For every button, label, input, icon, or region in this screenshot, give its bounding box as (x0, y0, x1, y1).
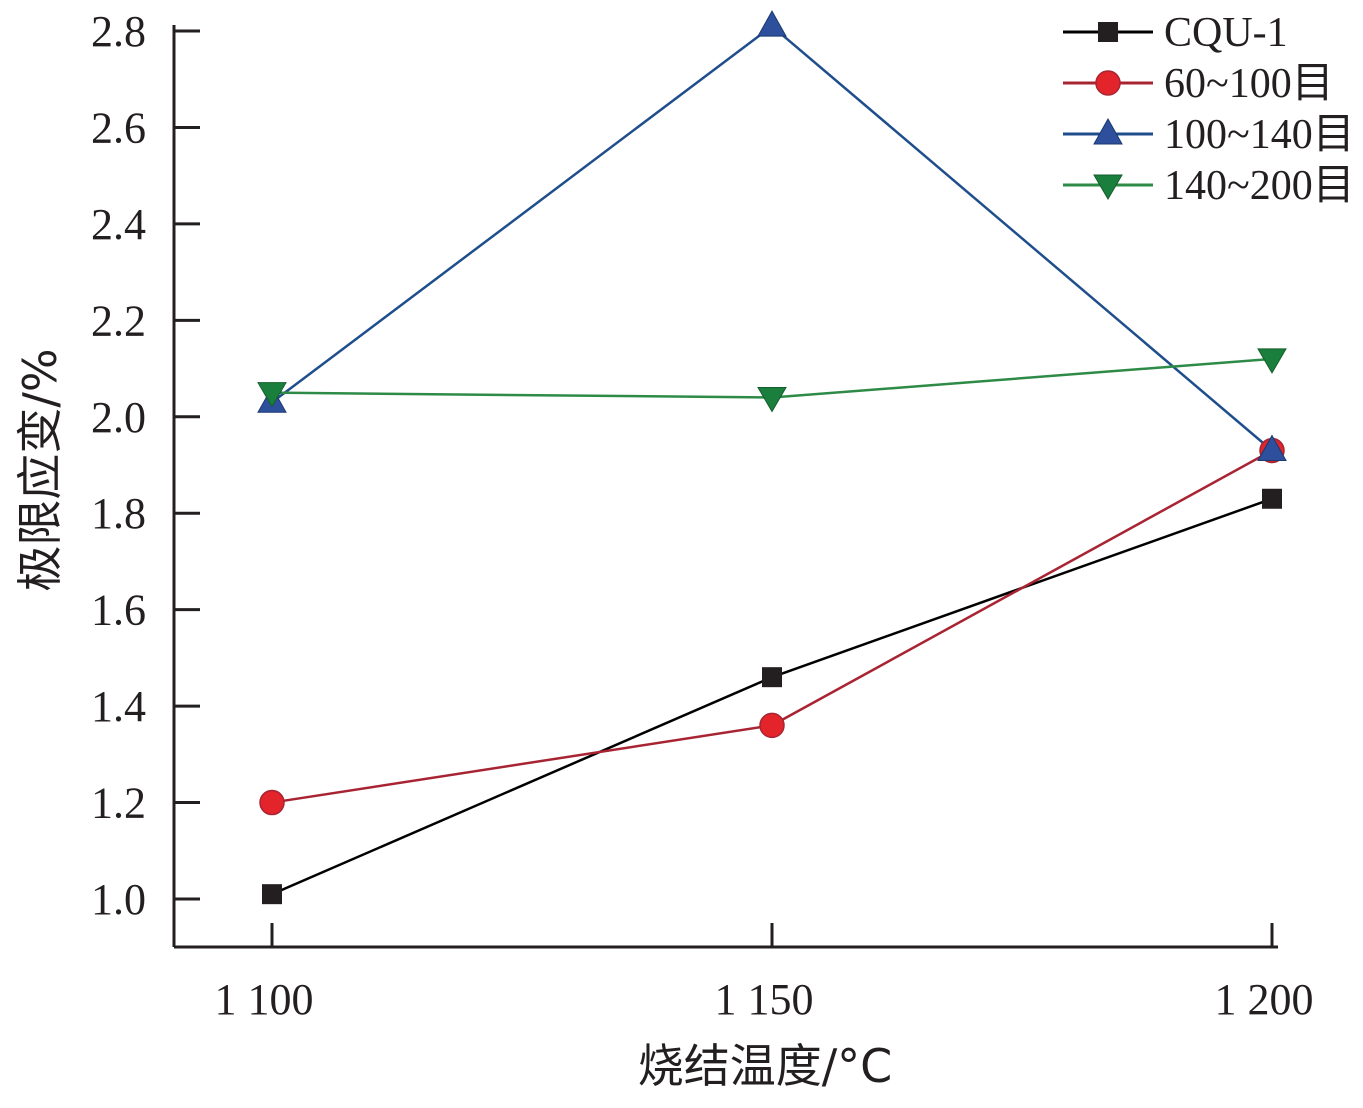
x-axis-title: 烧结温度/°C (638, 1039, 893, 1093)
y-ticks: 1.0 1.2 1.4 1.6 1.8 2.0 2.2 2.4 2.6 2.8 (91, 7, 200, 924)
y-axis-title: 极限应变/% (13, 348, 67, 591)
data-point-series-2 (259, 789, 285, 816)
y-tick-label: 1.2 (91, 779, 146, 828)
data-point-series-3 (1257, 434, 1287, 462)
x-ticks: 1 100 1 150 1 200 (215, 923, 1314, 1024)
y-tick-label: 1.6 (91, 586, 146, 635)
y-tick-label: 2.0 (91, 393, 146, 442)
data-point-series-4 (1257, 348, 1287, 374)
data-point-series-1 (762, 667, 782, 688)
y-tick-label: 2.6 (91, 103, 146, 152)
y-tick-label: 2.4 (91, 200, 146, 249)
series-markers (257, 10, 1287, 905)
series-line-2 (271, 449, 1273, 804)
axes (172, 25, 1278, 949)
data-point-series-1 (1262, 488, 1282, 509)
x-tick-label: 1 150 (715, 975, 814, 1024)
data-point-series-4 (757, 386, 787, 413)
legend-marker (1098, 22, 1118, 42)
legend-label: 140~200目 (1164, 163, 1355, 209)
y-tick-label: 2.8 (91, 7, 146, 56)
legend-marker (1095, 70, 1121, 96)
series-lines (271, 24, 1273, 896)
legend: CQU-1 60~100目 100~140目 140~200目 (1063, 10, 1355, 209)
x-tick-label: 1 100 (215, 975, 314, 1024)
legend-marker (1093, 117, 1123, 145)
legend-marker (1093, 174, 1123, 200)
data-point-series-4 (257, 382, 287, 408)
legend-label: 100~140目 (1164, 112, 1355, 158)
y-tick-label: 1.8 (91, 489, 146, 538)
legend-label: 60~100目 (1164, 61, 1334, 107)
data-point-series-2 (759, 712, 785, 739)
x-tick-label: 1 200 (1215, 975, 1314, 1024)
y-tick-label: 2.2 (91, 296, 146, 345)
legend-label: CQU-1 (1164, 10, 1288, 56)
data-point-series-1 (262, 884, 282, 905)
series-line-3 (271, 24, 1273, 452)
series-line-1 (271, 497, 1273, 896)
y-tick-label: 1.0 (91, 875, 146, 924)
y-tick-label: 1.4 (91, 682, 146, 731)
data-point-series-3 (757, 10, 787, 37)
